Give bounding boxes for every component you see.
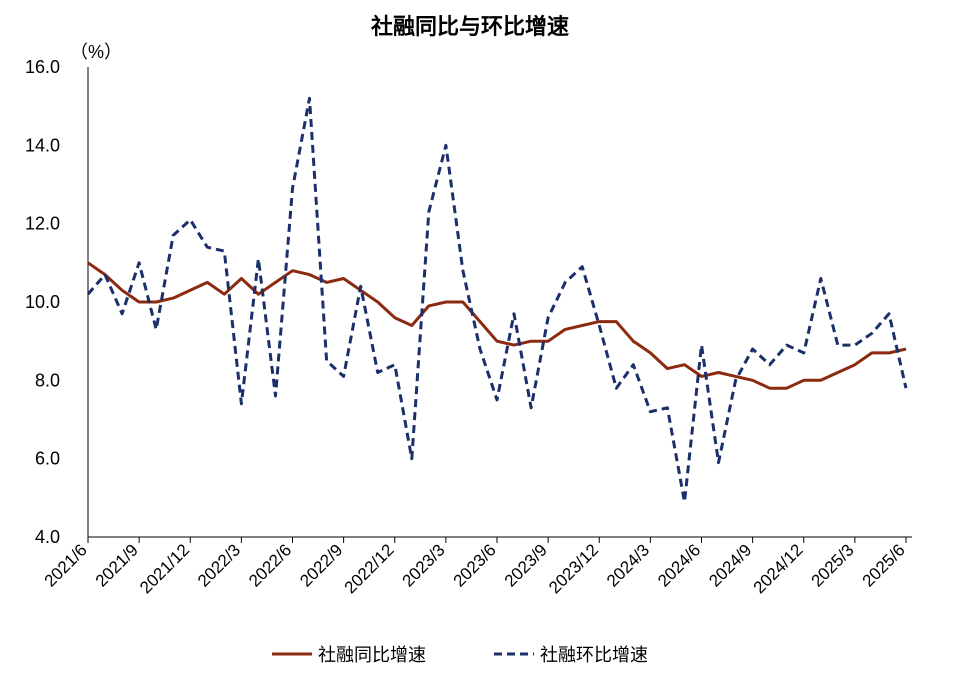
x-tick-label: 2021/12 <box>136 540 193 597</box>
x-tick-label: 2022/3 <box>194 540 244 590</box>
x-tick-label: 2025/6 <box>859 540 909 590</box>
x-tick-label: 2022/12 <box>341 540 398 597</box>
series-line-yoy <box>87 261 907 390</box>
y-tick-label: 6.0 <box>35 449 60 469</box>
x-tick-label: 2024/3 <box>603 540 653 590</box>
x-tick-label: 2021/6 <box>41 540 91 590</box>
x-tick-label: 2022/9 <box>296 540 346 590</box>
x-tick-label: 2025/3 <box>807 540 857 590</box>
x-tick-label: 2023/12 <box>545 540 602 597</box>
series-group <box>86 96 908 504</box>
series-line-mom <box>86 96 908 504</box>
y-tick-label: 12.0 <box>25 214 60 234</box>
legend-label-mom: 社融环比增速 <box>540 645 648 665</box>
x-tick-label: 2024/9 <box>705 540 755 590</box>
y-axis-ticks: 4.0 6.0 8.0 10.0 12.0 14.0 16.0 <box>25 57 60 547</box>
y-tick-label: 10.0 <box>25 292 60 312</box>
y-tick-label: 14.0 <box>25 135 60 155</box>
x-tick-label: 2023/9 <box>501 540 551 590</box>
x-tick-label: 2024/6 <box>654 540 704 590</box>
legend-label-yoy: 社融同比增速 <box>318 645 426 665</box>
unit-label: （%） <box>70 42 122 62</box>
y-tick-label: 8.0 <box>35 370 60 390</box>
x-tick-label: 2021/9 <box>92 540 142 590</box>
x-tick-label: 2023/3 <box>398 540 448 590</box>
chart-title: 社融同比与环比增速 <box>371 14 569 39</box>
x-tick-label: 2024/12 <box>750 540 807 597</box>
y-tick-label: 4.0 <box>35 527 60 547</box>
x-tick-label: 2022/6 <box>245 540 295 590</box>
x-tick-label: 2023/6 <box>450 540 500 590</box>
y-tick-label: 16.0 <box>25 57 60 77</box>
legend: 社融同比增速 社融环比增速 <box>272 645 648 665</box>
